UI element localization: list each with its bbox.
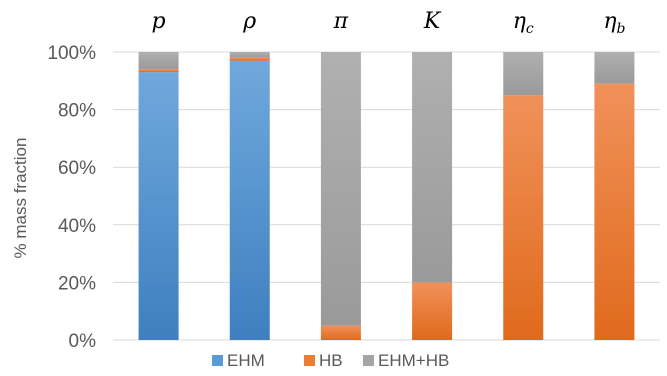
legend-label-1: HB xyxy=(319,351,343,370)
legend: EHM HB EHM+HB xyxy=(212,351,449,370)
category-label-base: ρ xyxy=(242,9,256,34)
gridlines xyxy=(113,51,660,341)
category-label: ρ xyxy=(242,9,256,34)
bars xyxy=(138,52,635,341)
bar-hb-5 xyxy=(594,83,635,341)
y-axis-label: % mass fraction xyxy=(11,138,30,259)
bar-hb-0 xyxy=(138,69,179,73)
y-tick-label: 0% xyxy=(69,331,97,352)
bar-ehm-plus-hb-1 xyxy=(229,52,270,58)
category-label-base: K xyxy=(423,9,442,34)
bar-ehm-plus-hb-5 xyxy=(594,52,635,84)
category-label: p xyxy=(152,9,166,34)
category-label-base: η xyxy=(603,9,616,34)
y-tick-label: 40% xyxy=(58,216,96,237)
category-label-subscript: c xyxy=(526,21,534,37)
y-tick-label: 80% xyxy=(58,101,96,122)
bar-hb-4 xyxy=(503,95,544,340)
bar-ehm-plus-hb-2 xyxy=(320,52,361,326)
bar-ehm-plus-hb-3 xyxy=(412,52,453,283)
category-label-base: p xyxy=(152,9,166,34)
y-tick-label: 60% xyxy=(58,158,96,179)
bar-ehm-1 xyxy=(229,60,270,340)
category-label-base: π xyxy=(333,9,349,34)
y-tick-label: 20% xyxy=(58,273,96,294)
category-label: K xyxy=(423,9,442,34)
bar-hb-1 xyxy=(229,57,270,61)
category-label: ηb xyxy=(603,9,625,37)
legend-swatch-0 xyxy=(212,355,223,366)
bar-ehm-plus-hb-0 xyxy=(138,52,179,70)
category-label-subscript: b xyxy=(617,21,626,37)
bar-hb-2 xyxy=(320,325,361,340)
bar-hb-3 xyxy=(412,282,453,340)
bar-ehm-plus-hb-4 xyxy=(503,52,544,96)
legend-swatch-2 xyxy=(363,355,374,366)
y-axis-ticks: 0% 20% 40% 60% 80% 100% xyxy=(47,43,96,352)
y-tick-label: 100% xyxy=(47,43,96,64)
category-label-base: η xyxy=(513,9,526,34)
legend-swatch-1 xyxy=(304,355,315,366)
bar-ehm-0 xyxy=(138,72,179,340)
category-label: ηc xyxy=(513,9,534,37)
category-label: π xyxy=(333,9,349,34)
legend-label-2: EHM+HB xyxy=(378,351,449,370)
legend-label-0: EHM xyxy=(227,351,265,370)
